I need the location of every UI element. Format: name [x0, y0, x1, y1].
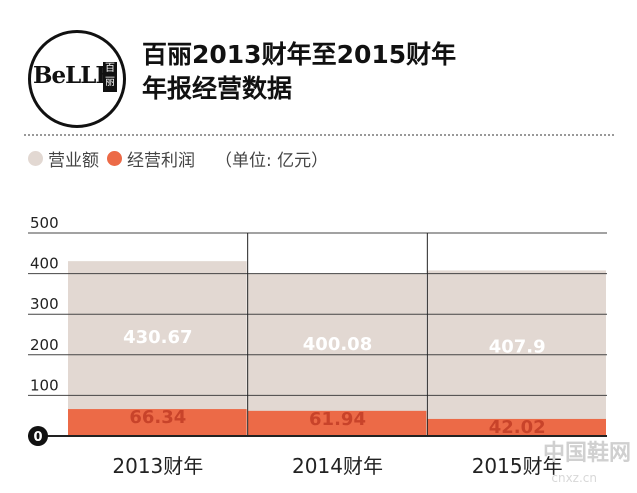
x-tick-2: 2015财年 — [472, 454, 563, 478]
x-tick-1: 2014财年 — [292, 454, 383, 478]
legend-item-profit: 经营利润 — [107, 146, 195, 171]
y-tick-100: 100 — [30, 376, 59, 394]
data-label-profit-2: 42.02 — [489, 417, 546, 438]
legend-label-revenue: 营业额 — [48, 151, 99, 171]
belle-logo: BeLLE — [33, 62, 113, 89]
legend-unit: （单位: 亿元） — [215, 151, 329, 171]
x-tick-0: 2013财年 — [112, 454, 203, 478]
legend-item-revenue: 营业额 — [28, 146, 99, 171]
chart-title: 百丽2013财年至2015财年 年报经营数据 — [142, 38, 456, 106]
data-label-profit-0: 66.34 — [129, 407, 186, 428]
logo-cn-tag: 百丽 — [103, 62, 117, 92]
legend-label-profit: 经营利润 — [127, 151, 195, 171]
watermark: 中国鞋网 — [542, 441, 631, 466]
zero-badge — [28, 426, 48, 446]
watermark-sub: cnxz.cn — [551, 471, 597, 485]
y-tick-500: 500 — [30, 214, 59, 232]
bar-profit-1 — [247, 410, 427, 436]
title-line-2: 年报经营数据 — [142, 74, 293, 103]
data-label-revenue-0: 430.67 — [123, 327, 192, 348]
title-line-1: 百丽2013财年至2015财年 — [142, 40, 457, 69]
y-tick-300: 300 — [30, 295, 59, 313]
legend-swatch-profit — [107, 151, 122, 166]
data-label-revenue-2: 407.9 — [489, 337, 546, 358]
y-tick-200: 200 — [30, 336, 59, 354]
bar-revenue-2 — [427, 270, 606, 436]
y-tick-0: 0 — [33, 430, 42, 445]
bar-revenue-0 — [68, 261, 247, 436]
y-tick-400: 400 — [30, 255, 59, 273]
dotted-divider — [24, 134, 614, 136]
data-label-profit-1: 61.94 — [309, 409, 366, 430]
data-label-revenue-1: 400.08 — [303, 334, 372, 355]
legend-swatch-revenue — [28, 151, 43, 166]
bar-profit-0 — [68, 409, 247, 436]
legend: 营业额 经营利润 （单位: 亿元） — [28, 146, 328, 171]
bar-profit-2 — [427, 418, 606, 436]
